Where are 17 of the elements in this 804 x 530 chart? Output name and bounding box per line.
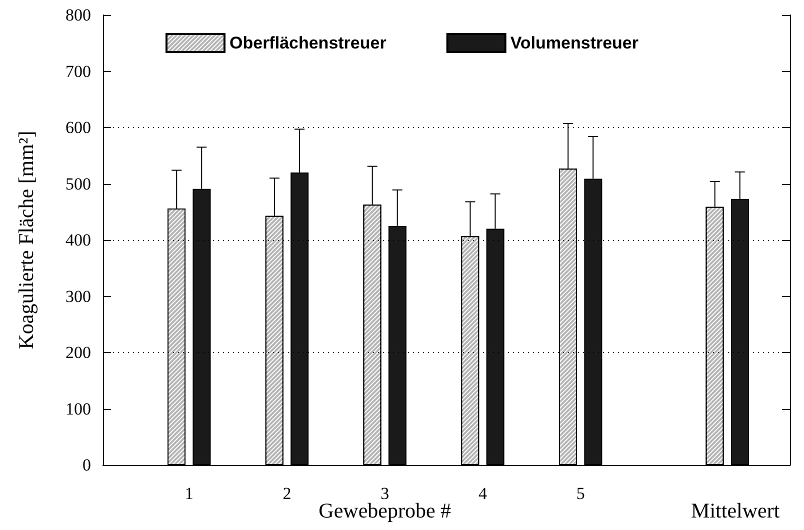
y-tick-label: 500 — [66, 174, 91, 194]
y-tick-label: 300 — [66, 286, 91, 306]
x-tick-label: 2 — [282, 484, 292, 503]
x-tick-label: 5 — [576, 484, 585, 503]
y-tick-label: 400 — [66, 230, 91, 250]
legend-label: Oberflächenstreuer — [230, 34, 387, 52]
x-tick-label: 1 — [184, 484, 194, 503]
y-tick-label: 800 — [66, 6, 91, 24]
y-tick-label: 200 — [66, 343, 91, 362]
y-tick-label: 100 — [66, 399, 91, 418]
y-tick-label: 600 — [66, 118, 91, 137]
y-axis-title: Koagulierte Fläche [mm²] — [14, 130, 38, 350]
x-tick-label: 4 — [478, 484, 488, 503]
legend-label: Volumenstreuer — [510, 34, 639, 52]
y-tick-label: 0 — [82, 456, 91, 474]
text: Mittelwert — [691, 498, 780, 522]
y-tick-label: 700 — [66, 62, 91, 81]
